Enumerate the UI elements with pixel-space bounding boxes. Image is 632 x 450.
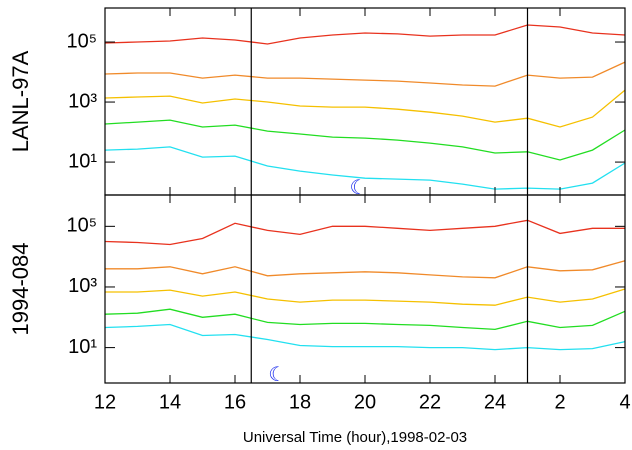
y-tick-label: 10³ (68, 275, 97, 297)
x-tick-label: 2 (554, 391, 565, 413)
x-tick-label: 20 (354, 391, 376, 413)
y-tick-label: 10¹ (68, 150, 97, 172)
data-line (104, 24, 626, 45)
y-tick-label: 10⁵ (66, 215, 97, 237)
x-tick-label: 18 (289, 391, 311, 413)
data-line (104, 119, 626, 161)
annotation: ☾ (350, 177, 368, 199)
x-tick-label: 16 (224, 391, 246, 413)
data-line (104, 89, 626, 128)
y-tick-label: 10³ (68, 90, 97, 112)
x-tick-label: 22 (419, 391, 441, 413)
panel-frame (104, 7, 626, 196)
panel-frame (104, 194, 626, 384)
y-tick-label: 10⁵ (66, 30, 97, 52)
data-line (105, 288, 626, 306)
annotation: ☾ (268, 364, 286, 386)
data-line (104, 219, 625, 246)
x-axis-label: Universal Time (hour),1998-02-03 (243, 429, 467, 446)
x-tick-label: 12 (94, 391, 116, 413)
y-axis-label: LANL-97A (8, 50, 33, 152)
x-tick-label: 14 (159, 391, 181, 413)
data-line (104, 308, 626, 331)
y-axis-label: 1994-084 (8, 243, 33, 336)
data-line (104, 323, 626, 351)
y-tick-label: 10¹ (68, 336, 97, 358)
data-line (104, 61, 626, 87)
x-tick-label: 24 (484, 391, 506, 413)
data-line (105, 260, 626, 279)
x-tick-label: 4 (619, 391, 630, 413)
data-line (104, 146, 626, 190)
